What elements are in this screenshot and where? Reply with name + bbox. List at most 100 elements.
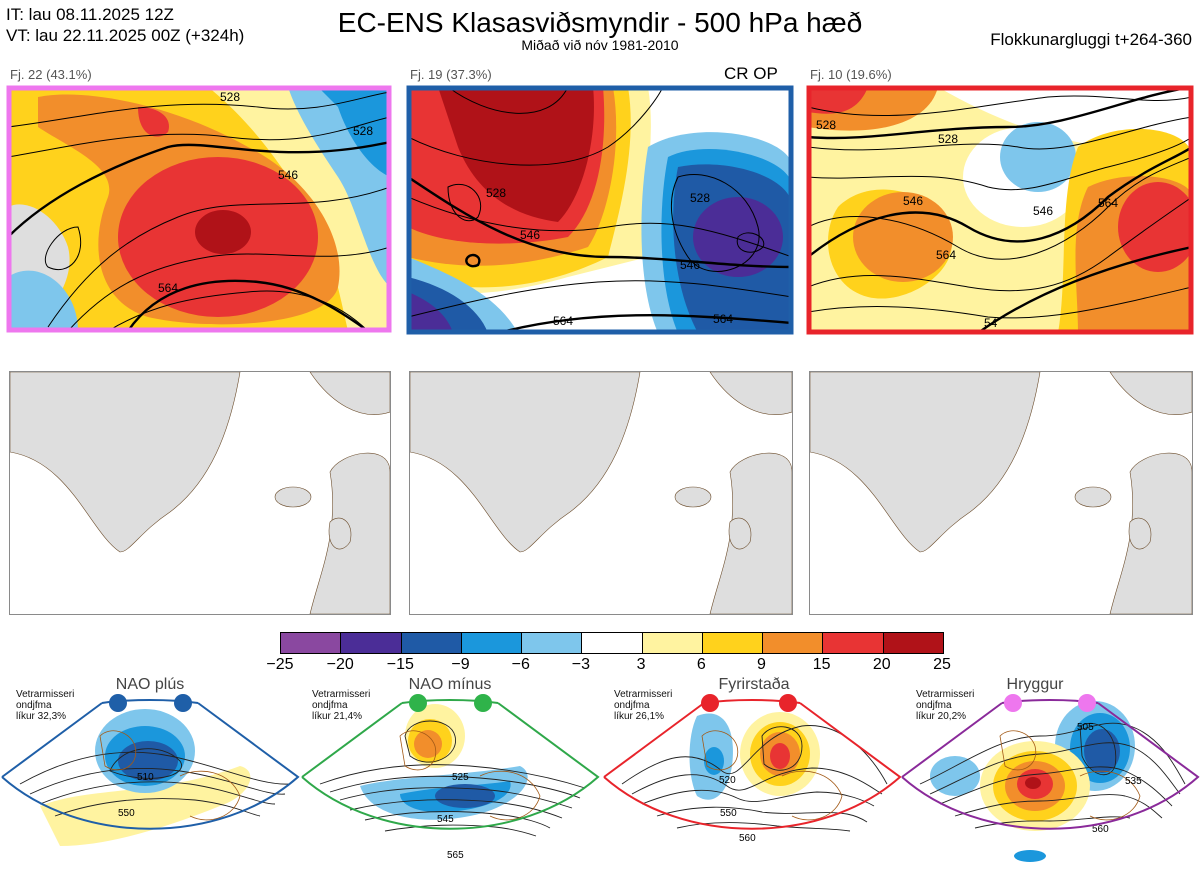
regime-map: 505 535 560 bbox=[901, 694, 1200, 862]
svg-text:565: 565 bbox=[447, 850, 464, 861]
cluster-3-frame bbox=[806, 85, 1194, 335]
empty-map-3-svg bbox=[810, 372, 1192, 614]
cluster-3-label: Fj. 10 (19.6%) bbox=[810, 67, 892, 82]
svg-text:520: 520 bbox=[719, 775, 736, 786]
anomaly-blue bbox=[1000, 122, 1076, 192]
regime-map: 510 550 bbox=[1, 694, 300, 846]
cluster-1-frame bbox=[6, 85, 392, 333]
svg-text:510: 510 bbox=[137, 772, 154, 783]
land-svalbard bbox=[709, 372, 792, 415]
contour-label: 54 bbox=[984, 316, 998, 330]
colorbar-bin bbox=[823, 633, 884, 653]
colorbar-bin bbox=[883, 633, 943, 653]
colorbar-bin bbox=[281, 633, 342, 653]
height-contours-thick bbox=[8, 140, 390, 331]
regime-note: Vetrarmisseri ondjfma líkur 21,4% bbox=[312, 689, 371, 722]
empty-map-3 bbox=[809, 371, 1193, 615]
cluster-frames bbox=[6, 85, 1194, 335]
regime-title: NAO plús bbox=[115, 676, 185, 693]
land-britain bbox=[728, 517, 752, 550]
empty-map-2-svg bbox=[410, 372, 792, 614]
empty-map-1 bbox=[9, 371, 391, 615]
colorbar-bin bbox=[702, 633, 764, 653]
colorbar-bin bbox=[401, 633, 462, 653]
height-contours bbox=[408, 87, 792, 318]
contour-label: 546 bbox=[680, 258, 700, 272]
svg-text:505: 505 bbox=[1077, 722, 1094, 733]
colorbar-tick-label: −6 bbox=[511, 656, 530, 673]
header-center: EC-ENS Klasasviðsmyndir - 500 hPa hæð Mi… bbox=[0, 7, 1200, 53]
colorbar-bin bbox=[461, 633, 523, 653]
regime-title: NAO mínus bbox=[408, 676, 492, 693]
colorbar-tick-label: 9 bbox=[757, 656, 766, 673]
height-contours bbox=[808, 95, 1192, 319]
contour-label: 564 bbox=[1098, 196, 1118, 210]
colorbar-tick-label: −9 bbox=[451, 656, 470, 673]
regime-nao-plus: NAO plús Vetrarmisseri ondjfma líkur 32,3%… bbox=[0, 676, 300, 871]
colorbar-tick-label: 25 bbox=[933, 656, 951, 673]
land-britain bbox=[328, 517, 352, 550]
colorbar-tick-label: −3 bbox=[571, 656, 591, 673]
regime-note: Vetrarmisseri ondjfma líkur 20,2% bbox=[916, 689, 975, 722]
colorbar-tick-label: −25 bbox=[266, 656, 294, 673]
svg-text:550: 550 bbox=[720, 808, 737, 819]
regime-map: 525 545 565 bbox=[301, 694, 600, 861]
colorbar-bin bbox=[341, 633, 402, 653]
valid-time: VT: lau 22.11.2025 00Z (+324h) bbox=[6, 26, 245, 45]
cluster-2-frame bbox=[406, 85, 794, 335]
regime-title: Hryggur bbox=[1006, 676, 1064, 693]
land-svalbard bbox=[1109, 372, 1192, 415]
regime-ridge: Hryggur Vetrarmisseri ondjfma líkur 20,2% bbox=[900, 676, 1200, 871]
contour-label: 546 bbox=[1033, 204, 1053, 218]
contour-label: 528 bbox=[220, 90, 240, 104]
contour-label: 564 bbox=[553, 314, 573, 328]
regimes-row: NAO plús Vetrarmisseri ondjfma líkur 32,3%… bbox=[0, 676, 1200, 871]
anomaly-red-nw bbox=[808, 87, 868, 114]
colorbar-bin bbox=[522, 633, 583, 653]
contour-label: 528 bbox=[938, 132, 958, 146]
colorbar-bin bbox=[582, 633, 643, 653]
cluster-window: Flokkunargluggi t+264-360 bbox=[990, 30, 1192, 49]
svg-text:550: 550 bbox=[118, 808, 135, 819]
land-greenland bbox=[810, 372, 1041, 553]
cluster-map-3-svg: 528 528 546 564 546 564 54 bbox=[808, 87, 1192, 333]
contour-label: 528 bbox=[353, 124, 373, 138]
colorbar-tick-label: −20 bbox=[326, 656, 354, 673]
anomaly-blue-sw bbox=[8, 270, 78, 331]
empty-map-2 bbox=[409, 371, 793, 615]
contour-label: 564 bbox=[158, 281, 178, 295]
contour-label: 528 bbox=[690, 191, 710, 205]
svg-text:535: 535 bbox=[1125, 776, 1142, 787]
height-contours-thick bbox=[808, 87, 1192, 333]
empty-map-1-svg bbox=[10, 372, 390, 614]
regime-note: Vetrarmisseri ondjfma líkur 32,3% bbox=[16, 689, 75, 722]
regime-title: Fyrirstaða bbox=[718, 676, 790, 693]
svg-text:545: 545 bbox=[437, 814, 454, 825]
colorbar-tick-label: 3 bbox=[636, 656, 646, 673]
page-title: EC-ENS Klasasviðsmyndir - 500 hPa hæð bbox=[337, 7, 863, 38]
colorbar-tick-label: −15 bbox=[386, 656, 414, 673]
colorbar-bin bbox=[763, 633, 824, 653]
regime-note: Vetrarmisseri ondjfma líkur 26,1% bbox=[614, 689, 673, 722]
cluster-map-2-svg: 528 546 564 546 564 528 bbox=[408, 87, 792, 333]
header-left: IT: lau 08.11.2025 12Z VT: lau 22.11.202… bbox=[6, 4, 244, 46]
land-britain bbox=[1128, 517, 1152, 550]
svg-text:560: 560 bbox=[739, 833, 756, 844]
page-subtitle: Miðað við nóv 1981-2010 bbox=[521, 37, 679, 53]
colorbar-ticks: −25 −20 −15 −9 −6 −3 3 6 9 15 20 25 bbox=[252, 656, 974, 674]
cluster-map-1-svg: 528 546 564 528 bbox=[8, 87, 390, 331]
anomaly-darkred bbox=[438, 87, 594, 222]
land-greenland bbox=[410, 372, 641, 553]
colorbar-tick-label: 20 bbox=[872, 656, 891, 673]
anomaly-darkred bbox=[195, 210, 251, 254]
contour-label: 546 bbox=[520, 228, 540, 242]
height-contours bbox=[8, 91, 390, 331]
contour-label: 546 bbox=[278, 168, 298, 182]
colorbar bbox=[280, 632, 944, 654]
regime-map: 520 550 560 bbox=[603, 694, 902, 844]
land-svalbard bbox=[309, 372, 390, 415]
anomaly-purple-sw bbox=[408, 292, 453, 333]
regime-nao-minus: NAO mínus Vetrarmisseri ondjfma líkur 21,4… bbox=[300, 676, 600, 871]
cluster-map-2: 528 546 564 546 564 528 bbox=[408, 87, 792, 333]
land-iceland bbox=[274, 486, 312, 508]
